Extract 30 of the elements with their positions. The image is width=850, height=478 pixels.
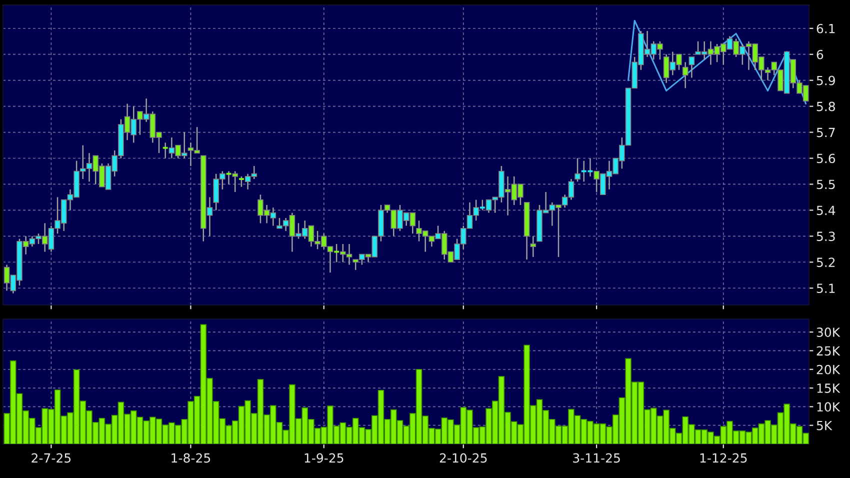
x-tick-label: 2-10-25 [440,453,487,463]
candlestick [688,56,695,78]
x-tick-label: 1-8-25 [172,453,210,463]
y-tick-label: 20K [816,364,840,374]
x-tick-label: 1-12-25 [700,453,747,463]
y-tick-label: 5.2 [816,258,835,268]
y-tick-label: 6 [816,50,824,60]
y-tick-label: 5.1 [816,284,835,294]
y-tick-label: 5.4 [816,206,836,216]
candlestick [238,176,245,188]
candlestick [530,236,536,258]
y-tick-label: 5.3 [816,232,835,242]
y-tick-label: 5.8 [816,102,835,112]
y-tick-label: 5.9 [816,76,835,86]
x-tick-label: 2-7-25 [32,453,71,463]
y-tick-label: 10K [817,402,840,412]
y-tick-label: 25K [816,346,840,356]
y-tick-label: 5.5 [816,180,835,190]
candlestick [574,158,580,182]
y-tick-label: 30K [816,328,840,337]
line-series [628,20,807,104]
x-tick-label: 1-9-25 [304,453,344,463]
y-tick-label: 15K [817,384,840,393]
y-tick-label: 6.1 [816,24,835,34]
y-tick-label: 5.6 [816,154,836,164]
candlestick [162,142,169,159]
y-tick-label: 5K [816,420,832,430]
x-tick-label: 3-11-25 [573,453,620,463]
candlestick [682,62,688,89]
y-tick-label: 5.7 [816,128,835,138]
